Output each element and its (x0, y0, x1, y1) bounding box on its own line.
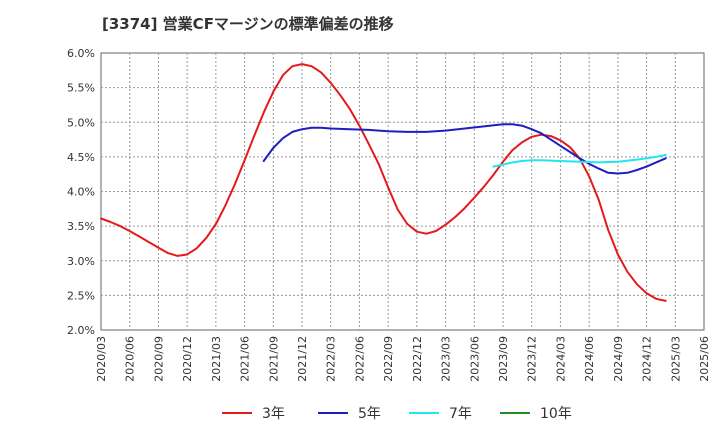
y-tick-label: 6.0% (67, 47, 95, 60)
x-tick-label: 2022/09 (382, 336, 395, 382)
y-tick-label: 2.0% (67, 324, 95, 337)
chart-title: [3374] 営業CFマージンの標準偏差の推移 (102, 15, 394, 33)
x-tick-label: 2023/03 (440, 336, 453, 382)
x-tick-label: 2023/06 (468, 336, 481, 382)
x-tick-label: 2021/06 (239, 336, 252, 382)
x-tick-label: 2020/12 (181, 336, 194, 382)
x-tick-label: 2022/06 (353, 336, 366, 382)
y-tick-label: 2.5% (67, 289, 95, 302)
y-tick-label: 3.0% (67, 255, 95, 268)
x-tick-label: 2022/03 (325, 336, 338, 382)
legend-label: 5年 (358, 406, 381, 422)
x-tick-label: 2021/12 (296, 336, 309, 382)
series-line (262, 123, 667, 175)
y-tick-label: 5.5% (67, 82, 95, 95)
x-tick-label: 2024/03 (554, 336, 567, 382)
y-tick-label: 5.0% (67, 116, 95, 129)
legend-label: 3年 (262, 406, 285, 422)
y-tick-label: 4.0% (67, 186, 95, 199)
x-tick-label: 2024/06 (583, 336, 596, 382)
x-tick-label: 2020/09 (152, 336, 165, 382)
legend-label: 10年 (540, 406, 572, 422)
legend-label: 7年 (449, 406, 472, 422)
x-tick-label: 2021/09 (267, 336, 280, 382)
x-tick-label: 2025/06 (698, 336, 711, 382)
series-line (100, 63, 667, 302)
x-tick-label: 2020/03 (95, 336, 108, 382)
x-tick-label: 2023/09 (497, 336, 510, 382)
x-tick-label: 2024/09 (612, 336, 625, 382)
x-tick-label: 2022/12 (411, 336, 424, 382)
x-tick-label: 2021/03 (210, 336, 223, 382)
series-line (492, 153, 667, 168)
x-tick-label: 2020/06 (124, 336, 137, 382)
x-tick-label: 2023/12 (526, 336, 539, 382)
y-tick-label: 3.5% (67, 220, 95, 233)
x-tick-label: 2025/03 (669, 336, 682, 382)
x-tick-label: 2024/12 (641, 336, 654, 382)
y-tick-label: 4.5% (67, 151, 95, 164)
